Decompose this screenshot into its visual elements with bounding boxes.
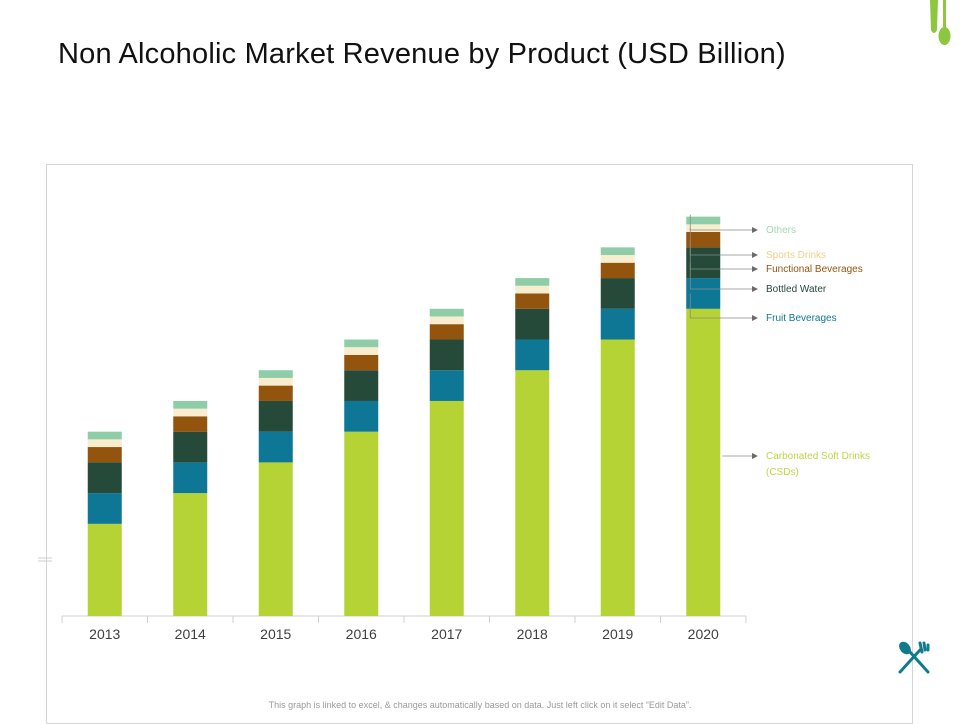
x-tick-label: 2017 — [431, 626, 462, 642]
legend-label: Others — [766, 225, 796, 236]
bar-functional-beverages-2017 — [429, 324, 464, 340]
bar-sports-drinks-2019 — [600, 255, 635, 263]
bar-functional-beverages-2014 — [173, 416, 208, 432]
bar-others-2020 — [686, 216, 721, 225]
legend-connector — [689, 293, 754, 319]
bar-sports-drinks-2017 — [429, 316, 464, 325]
bar-functional-beverages-2020 — [686, 232, 721, 248]
legend-arrow-icon — [752, 286, 758, 292]
bar-others-2019 — [600, 247, 635, 256]
bar-functional-beverages-2018 — [515, 293, 550, 309]
legend-label: Functional Beverages — [766, 264, 863, 275]
x-tick-label: 2019 — [602, 626, 633, 642]
bar-others-2015 — [258, 370, 293, 378]
x-tick-label: 2013 — [89, 626, 120, 642]
bar-bottled-water-2014 — [173, 431, 208, 463]
bar-others-2018 — [515, 278, 550, 286]
bar-sports-drinks-2020 — [686, 224, 721, 232]
legend-label: Fruit Beverages — [766, 313, 837, 324]
footer-note: This graph is linked to excel, & changes… — [268, 700, 692, 710]
legend-label: Carbonated Soft Drinks — [766, 451, 870, 462]
legend-label: Sports Drinks — [766, 250, 826, 261]
legend-label: Bottled Water — [766, 284, 827, 295]
bar-bottled-water-2015 — [258, 400, 293, 432]
legend-connector — [689, 262, 754, 290]
x-tick-label: 2020 — [688, 626, 719, 642]
x-tick-label: 2014 — [175, 626, 206, 642]
bar-fruit-beverages-2018 — [515, 339, 550, 371]
legend-arrow-icon — [752, 227, 758, 233]
x-tick-label: 2018 — [517, 626, 548, 642]
bar-fruit-beverages-2019 — [600, 308, 635, 340]
bar-bottled-water-2019 — [600, 278, 635, 309]
bar-bottled-water-2017 — [429, 339, 464, 371]
bar-carbonated-soft-drinks-csds-2015 — [258, 462, 293, 616]
bar-fruit-beverages-2016 — [344, 400, 379, 432]
bar-bottled-water-2018 — [515, 308, 550, 340]
legend-arrow-icon — [752, 453, 758, 459]
bar-sports-drinks-2018 — [515, 285, 550, 294]
bar-others-2016 — [344, 339, 379, 348]
cutlery-logo-icon — [930, 0, 951, 45]
bar-sports-drinks-2014 — [173, 408, 208, 417]
bar-bottled-water-2016 — [344, 370, 379, 401]
x-tick-label: 2016 — [346, 626, 377, 642]
bar-fruit-beverages-2013 — [87, 493, 122, 524]
bar-others-2014 — [173, 400, 208, 409]
legend-arrow-icon — [752, 252, 758, 258]
fork-knife-icon — [898, 641, 930, 674]
bar-sports-drinks-2016 — [344, 347, 379, 355]
bar-carbonated-soft-drinks-csds-2019 — [600, 339, 635, 616]
page-title: Non Alcoholic Market Revenue by Product … — [58, 38, 786, 70]
bar-fruit-beverages-2017 — [429, 370, 464, 401]
bar-carbonated-soft-drinks-csds-2016 — [344, 431, 379, 616]
bar-functional-beverages-2015 — [258, 385, 293, 401]
bar-others-2013 — [87, 431, 122, 440]
bar-carbonated-soft-drinks-csds-2017 — [429, 400, 464, 616]
legend-label: (CSDs) — [766, 467, 799, 478]
bar-bottled-water-2013 — [87, 462, 122, 494]
bar-fruit-beverages-2015 — [258, 431, 293, 463]
legend-arrow-icon — [752, 315, 758, 321]
bar-carbonated-soft-drinks-csds-2020 — [686, 308, 721, 616]
bar-fruit-beverages-2020 — [686, 278, 721, 309]
bar-functional-beverages-2013 — [87, 447, 122, 463]
x-tick-label: 2015 — [260, 626, 291, 642]
bar-functional-beverages-2016 — [344, 354, 379, 371]
bar-sports-drinks-2015 — [258, 377, 293, 386]
bar-sports-drinks-2013 — [87, 439, 122, 448]
legend-arrow-icon — [752, 266, 758, 272]
bar-bottled-water-2020 — [686, 247, 721, 279]
legend-connector — [689, 228, 754, 256]
legend-connector — [689, 214, 754, 231]
bar-carbonated-soft-drinks-csds-2014 — [173, 493, 208, 616]
bar-fruit-beverages-2014 — [173, 462, 208, 494]
bar-others-2017 — [429, 308, 464, 317]
bar-functional-beverages-2019 — [600, 262, 635, 279]
bar-carbonated-soft-drinks-csds-2013 — [87, 523, 122, 616]
bar-carbonated-soft-drinks-csds-2018 — [515, 370, 550, 616]
